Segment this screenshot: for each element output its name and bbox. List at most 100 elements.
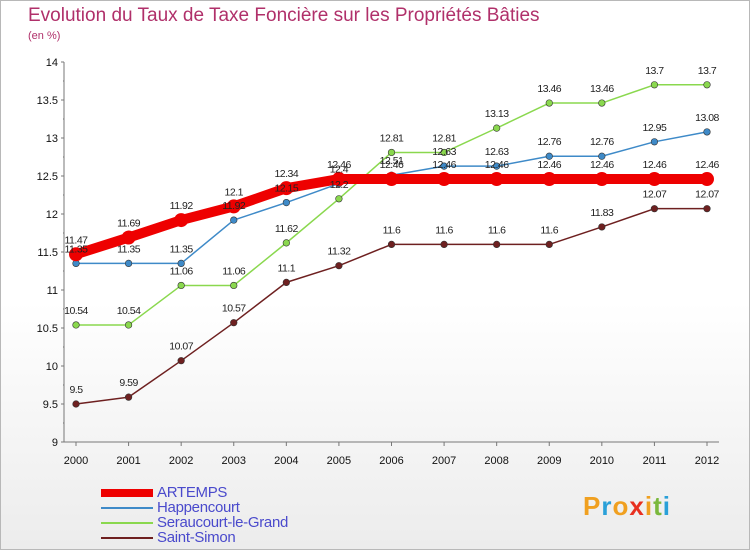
data-label: 11.47: [65, 234, 89, 246]
data-label: 11.92: [222, 200, 246, 212]
data-label: 12.46: [432, 159, 456, 171]
data-point: [700, 172, 714, 187]
legend-label: Saint-Simon: [157, 529, 236, 546]
data-label: 12.2: [330, 179, 349, 191]
data-label: 12.63: [432, 146, 456, 158]
x-tick-label: 2002: [169, 455, 193, 467]
data-label: 13.7: [645, 65, 664, 77]
data-point: [230, 281, 238, 290]
data-point: [437, 172, 452, 187]
data-point: [489, 172, 504, 187]
data-label: 12.81: [432, 132, 456, 144]
data-label: 12.07: [643, 189, 667, 201]
data-label: 11.6: [488, 224, 506, 236]
data-label: 9.5: [69, 384, 83, 396]
series-line-saint-simon: [75, 207, 707, 405]
data-label: 12.46: [380, 159, 404, 171]
data-label: 12.46: [537, 159, 561, 171]
x-tick-label: 2009: [537, 455, 561, 467]
data-label: 12.95: [643, 122, 667, 134]
data-label: 12.51: [380, 155, 404, 167]
data-point: [335, 195, 343, 203]
y-tick-label: 13.5: [37, 95, 58, 107]
data-point: [545, 152, 553, 160]
data-label: 11.32: [327, 246, 351, 258]
x-tick-label: 2010: [590, 455, 614, 467]
data-point: [174, 213, 189, 228]
y-tick-label: 14: [46, 57, 58, 69]
x-tick-label: 2012: [695, 455, 719, 467]
y-tick-label: 13: [46, 133, 58, 145]
legend-swatch: [101, 537, 153, 539]
data-label: 10.07: [169, 341, 193, 353]
x-tick-label: 2005: [327, 455, 351, 467]
legend-swatch: [101, 522, 153, 524]
data-label: 12.63: [485, 146, 509, 158]
data-point: [545, 99, 553, 107]
data-label: 11.35: [117, 243, 141, 255]
data-label: 11.35: [170, 243, 194, 255]
data-label: 11.69: [117, 218, 141, 230]
legend-label: ARTEMPS: [157, 484, 228, 501]
data-point: [335, 262, 343, 270]
data-label: 12.34: [274, 168, 298, 180]
y-tick-label: 11.5: [37, 247, 58, 259]
data-label: 12.46: [485, 159, 509, 171]
data-label: 10.54: [117, 305, 141, 317]
x-tick-label: 2006: [379, 455, 403, 467]
data-label: 12.15: [274, 183, 298, 195]
data-point: [282, 278, 290, 287]
data-label: 11.92: [170, 200, 194, 212]
data-point: [282, 239, 290, 247]
data-label: 12.07: [695, 189, 719, 201]
data-label: 13.46: [537, 83, 561, 95]
legend-swatch: [101, 489, 153, 497]
data-label: 11.35: [65, 243, 89, 255]
data-point: [650, 81, 659, 89]
data-point: [542, 172, 557, 187]
data-label: 13.46: [590, 83, 614, 95]
data-point: [279, 181, 294, 196]
data-label: 11.6: [540, 224, 558, 236]
data-point: [545, 240, 553, 248]
legend-label: Happencourt: [157, 499, 240, 516]
data-label: 9.59: [119, 377, 138, 389]
logo-letter: t: [653, 491, 663, 521]
y-tick-label: 9: [52, 437, 58, 449]
x-tick-label: 2004: [274, 455, 298, 467]
data-point: [124, 393, 133, 401]
data-point: [650, 205, 659, 213]
data-point: [177, 259, 185, 268]
logo-letter: o: [612, 491, 630, 521]
data-point: [387, 240, 396, 248]
data-label: 13.7: [698, 65, 717, 77]
data-point: [594, 172, 609, 187]
data-point: [177, 357, 185, 365]
unit-label: (en %): [28, 30, 61, 42]
data-point: [124, 259, 133, 268]
data-label: 12.46: [695, 159, 719, 171]
data-point: [124, 321, 133, 329]
data-point: [493, 240, 501, 248]
legend-swatch: [101, 507, 153, 509]
data-point: [650, 138, 659, 146]
logo-letter: x: [629, 491, 645, 521]
x-tick-label: 2000: [64, 455, 88, 467]
data-point: [647, 172, 662, 187]
data-label: 10.54: [64, 305, 88, 317]
data-point: [177, 281, 185, 290]
data-label: 12.46: [327, 159, 351, 171]
data-label: 11.6: [383, 224, 401, 236]
data-label: 11.83: [590, 207, 614, 219]
data-label: 13.08: [695, 112, 719, 124]
data-label: 10.57: [222, 303, 246, 315]
data-point: [282, 199, 290, 207]
data-point: [598, 223, 606, 231]
y-tick-label: 10.5: [37, 323, 58, 335]
logo-letter: i: [662, 491, 671, 521]
data-point: [226, 199, 241, 214]
legend-label: Seraucourt-le-Grand: [157, 514, 289, 531]
data-label: 11.06: [170, 265, 194, 277]
